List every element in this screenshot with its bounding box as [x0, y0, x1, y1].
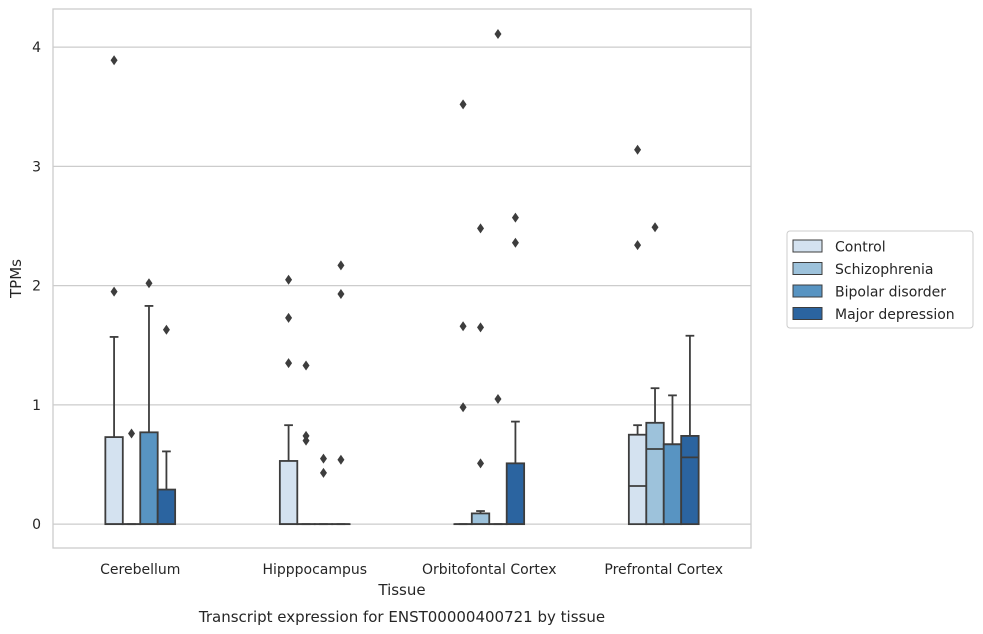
- box-group: [331, 260, 351, 526]
- box: [662, 443, 683, 526]
- outlier-point: [337, 260, 345, 271]
- box: [278, 460, 299, 526]
- outlier-point: [337, 454, 345, 465]
- outlier-point: [110, 55, 118, 66]
- box-group: [680, 334, 700, 526]
- box: [104, 436, 124, 526]
- y-tick-label: 4: [32, 40, 41, 56]
- legend-label: Control: [835, 240, 886, 256]
- legend-swatch: [792, 262, 823, 275]
- legend-swatch: [792, 307, 823, 320]
- legend-item: Bipolar disorder: [792, 284, 946, 301]
- outlier-point: [319, 467, 327, 478]
- box-plot-area: [104, 29, 700, 526]
- outlier-point: [110, 286, 118, 297]
- outlier-point: [494, 393, 502, 404]
- box-group: [505, 212, 526, 526]
- y-tick-label: 0: [32, 517, 41, 533]
- y-axis-label: TPMs: [7, 259, 25, 299]
- box-group: [296, 360, 316, 526]
- outlier-point: [128, 428, 136, 439]
- box: [680, 435, 700, 526]
- chart-caption: Transcript expression for ENST0000040072…: [198, 608, 605, 626]
- box: [470, 512, 491, 526]
- outlier-point: [162, 324, 170, 335]
- outlier-point: [634, 144, 642, 155]
- outlier-point: [459, 402, 467, 413]
- box-group: [662, 394, 683, 526]
- outlier-point: [459, 99, 467, 110]
- outlier-point: [302, 360, 310, 371]
- x-axis-label: Tissue: [377, 581, 425, 599]
- outlier-point: [477, 458, 485, 469]
- outlier-point: [459, 321, 467, 332]
- x-tick-label: Prefrontal Cortex: [604, 562, 723, 578]
- legend-item: Schizophrenia: [792, 262, 933, 278]
- box-group: [627, 144, 648, 526]
- box-group: [470, 223, 491, 526]
- legend-swatch: [792, 239, 823, 253]
- box-group: [121, 428, 142, 526]
- box-group: [488, 29, 508, 526]
- outlier-point: [302, 430, 310, 441]
- legend-item: Control: [792, 239, 886, 256]
- y-tick-label: 2: [32, 279, 41, 295]
- box-group: [139, 278, 159, 526]
- outlier-point: [651, 222, 659, 233]
- x-tick-label: Cerebellum: [100, 562, 180, 578]
- legend-label: Bipolar disorder: [835, 285, 946, 301]
- x-axis-ticks: Cerebellum Hipppocampus Orbitofontal Corte…: [100, 562, 723, 578]
- box: [627, 433, 648, 526]
- outlier-point: [285, 358, 293, 369]
- box: [156, 488, 177, 526]
- legend-frame: [786, 230, 974, 329]
- legend-swatch: [792, 284, 823, 298]
- outlier-point: [285, 274, 293, 285]
- box-group: [278, 274, 299, 526]
- outlier-point: [145, 278, 153, 289]
- y-tick-label: 3: [32, 159, 41, 175]
- outlier-point: [337, 289, 345, 300]
- outlier-point: [285, 312, 293, 323]
- box: [645, 421, 665, 526]
- box-group: [645, 222, 665, 526]
- plot-frame: [52, 8, 752, 549]
- box-group: [156, 324, 177, 526]
- outlier-point: [477, 223, 485, 234]
- outlier-point: [634, 240, 642, 251]
- box-group: [104, 55, 124, 526]
- x-tick-label: Orbitofontal Cortex: [422, 562, 557, 578]
- legend-item: Major depression: [792, 307, 955, 323]
- box-group: [453, 99, 473, 526]
- box: [139, 431, 159, 526]
- outlier-point: [511, 237, 519, 248]
- y-axis-ticks: 0 1 2 3 4: [32, 40, 41, 533]
- legend-label: Schizophrenia: [835, 262, 933, 278]
- box-group: [313, 453, 334, 526]
- outlier-point: [494, 29, 502, 40]
- legend: Control Schizophrenia Bipolar disorder Majo…: [786, 230, 974, 329]
- outlier-point: [477, 322, 485, 333]
- y-tick-label: 1: [32, 398, 41, 414]
- outlier-point: [319, 453, 327, 464]
- outlier-point: [511, 212, 519, 223]
- legend-label: Major depression: [835, 307, 955, 323]
- box: [505, 462, 526, 526]
- x-tick-label: Hipppocampus: [262, 562, 367, 578]
